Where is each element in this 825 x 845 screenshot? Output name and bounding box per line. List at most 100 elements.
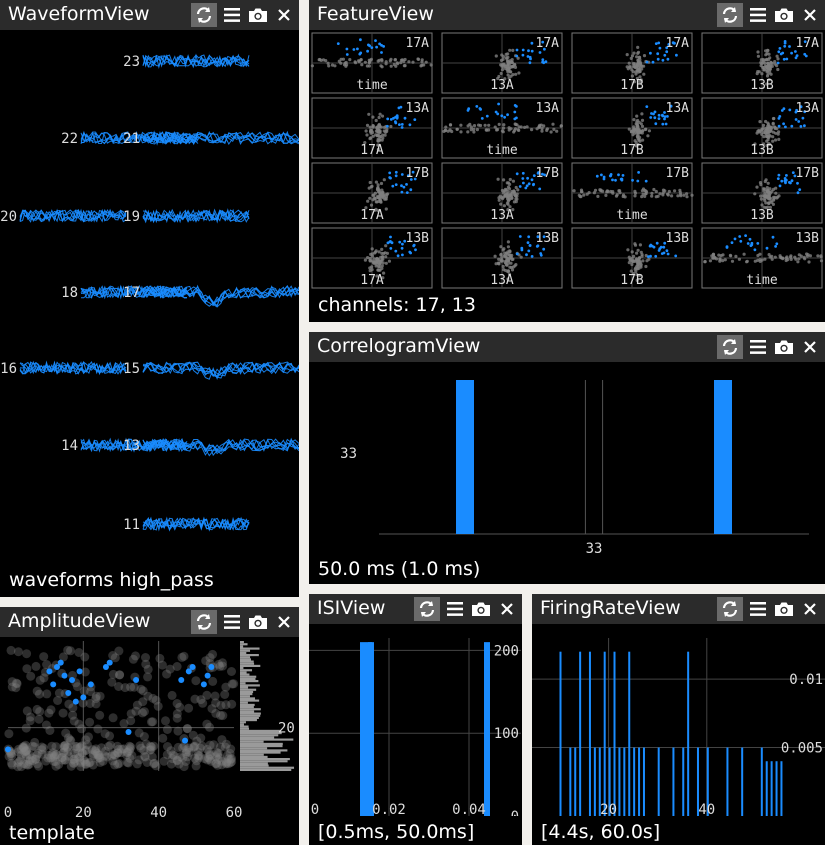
feature-point (753, 142, 757, 146)
isi-bar (360, 642, 366, 816)
amplitude-background-point (86, 687, 96, 697)
feature-grid[interactable]: 17A time 17A 13A 17A 17B 17A 13B 13A 17A 13A time 13… (309, 30, 825, 292)
firing-rate-plot[interactable]: 0.005 0.01 20 40 (532, 624, 825, 816)
feature-point (310, 64, 314, 68)
menu-icon[interactable] (747, 3, 769, 27)
amplitude-background-point (223, 759, 233, 769)
feature-point (376, 59, 380, 63)
amplitude-background-point (63, 645, 73, 655)
feature-cluster-point (656, 52, 660, 56)
feature-cluster-point (521, 171, 525, 175)
camera-icon[interactable] (773, 3, 795, 27)
menu-icon[interactable] (221, 610, 243, 634)
feature-point (525, 125, 529, 129)
waveform-view-panel[interactable]: WaveformView 23 22 21 20 19 18 17 16 15 14 13 11 wa… (0, 0, 299, 597)
sync-icon[interactable] (717, 597, 743, 621)
amplitude-background-point (58, 748, 68, 758)
correlogram-view-panel[interactable]: CorrelogramView 33 33 50.0 ms (1.0 ms) (309, 332, 825, 584)
isi-view-panel[interactable]: ISIView 0 100 200 0 0.02 0.04 [0.5ms, 50.0ms] (309, 594, 522, 845)
feature-point (508, 177, 512, 182)
amplitude-background-point (143, 664, 153, 674)
feature-point (777, 137, 781, 141)
amplitude-background-point (82, 740, 92, 750)
amplitude-background-point (59, 743, 69, 753)
firing-rate-view-titlebar[interactable]: FiringRateView (532, 594, 825, 624)
amplitude-background-point (60, 740, 70, 750)
amplitude-background-point (21, 749, 31, 759)
amplitude-background-point (32, 759, 42, 769)
amplitude-background-point (178, 753, 188, 763)
feature-cluster-point (661, 114, 665, 118)
camera-icon[interactable] (773, 335, 795, 359)
amplitude-background-point (66, 761, 76, 771)
feature-cluster-point (631, 178, 634, 182)
camera-icon[interactable] (247, 610, 269, 634)
feature-point (759, 194, 763, 198)
feature-point (643, 127, 647, 132)
feature-cluster-point (380, 51, 383, 54)
feature-cluster-point (654, 254, 658, 258)
feature-point (635, 272, 639, 277)
feature-cluster-point (413, 177, 417, 181)
sync-icon[interactable] (191, 610, 217, 634)
firing-rate-view-panel[interactable]: FiringRateView 0.005 0.01 20 40 [4.4s, 60.0… (532, 594, 825, 845)
amplitude-plot[interactable]: 20 0 20 40 60 (0, 637, 299, 822)
menu-icon[interactable] (444, 597, 466, 621)
sync-icon[interactable] (191, 3, 217, 27)
close-icon[interactable] (496, 597, 518, 621)
sync-icon[interactable] (717, 335, 743, 359)
feature-cluster-point (665, 46, 669, 50)
feature-point (371, 198, 375, 202)
feature-point (326, 61, 330, 65)
amplitude-background-point (29, 742, 39, 752)
close-icon[interactable] (273, 610, 295, 634)
feature-view-titlebar[interactable]: FeatureView (309, 0, 825, 30)
menu-icon[interactable] (747, 597, 769, 621)
close-icon[interactable] (799, 597, 821, 621)
camera-icon[interactable] (470, 597, 492, 621)
menu-icon[interactable] (221, 3, 243, 27)
feature-cluster-point (753, 248, 757, 252)
feature-point (450, 129, 454, 134)
feature-point (768, 255, 772, 259)
waveform-plot[interactable]: 23 22 21 20 19 18 17 16 15 14 13 11 (0, 30, 299, 570)
feature-cluster-point (527, 235, 531, 239)
waveform-view-titlebar[interactable]: WaveformView (0, 0, 299, 30)
close-icon[interactable] (799, 335, 821, 359)
amplitude-background-point (148, 693, 158, 703)
waveform-trace (142, 208, 250, 223)
camera-icon[interactable] (247, 3, 269, 27)
amplitude-background-point (13, 762, 23, 772)
feature-point (370, 268, 374, 272)
camera-icon[interactable] (773, 597, 795, 621)
amplitude-background-point (22, 745, 32, 755)
amplitude-background-point (81, 745, 91, 755)
feature-point (337, 59, 341, 63)
amplitude-background-point (153, 701, 163, 711)
feature-point (487, 128, 491, 132)
firing-rate-bar (588, 651, 591, 816)
close-icon[interactable] (273, 3, 295, 27)
menu-icon[interactable] (747, 335, 769, 359)
correlogram-plot[interactable]: 33 33 (309, 362, 825, 557)
amplitude-background-point (39, 743, 48, 753)
feature-cluster-point (799, 105, 803, 109)
sync-icon[interactable] (414, 597, 440, 621)
sync-icon[interactable] (717, 3, 743, 27)
amplitude-background-point (157, 660, 167, 670)
feature-point (389, 64, 393, 68)
close-icon[interactable] (799, 3, 821, 27)
isi-view-titlebar[interactable]: ISIView (309, 594, 522, 624)
feature-cell-bottom-label: time (616, 208, 647, 223)
amplitude-view-panel[interactable]: AmplitudeView 20 0 20 40 60 template (0, 607, 299, 845)
isi-plot[interactable]: 0 100 200 0 0.02 0.04 (309, 624, 522, 816)
amplitude-view-titlebar[interactable]: AmplitudeView (0, 607, 299, 637)
feature-point (652, 187, 656, 192)
feature-point (376, 185, 380, 190)
feature-cluster-point (396, 254, 400, 258)
feature-cluster-point (652, 245, 656, 249)
feature-view-panel[interactable]: FeatureView 17A time 17A 13A 17A 17B 17A 13B 13A… (309, 0, 825, 322)
correlogram-view-titlebar[interactable]: CorrelogramView (309, 332, 825, 362)
amplitude-background-point (25, 750, 35, 760)
feature-point (766, 126, 770, 130)
